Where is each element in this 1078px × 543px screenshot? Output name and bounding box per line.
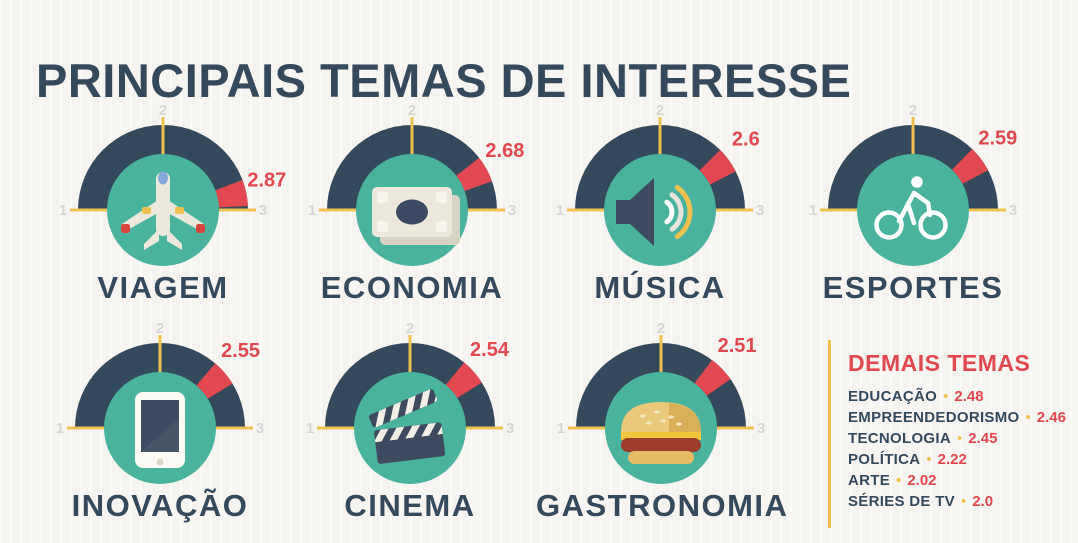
gauge-card: 2 1 3 2.54 CINEMA (285, 306, 535, 523)
gauge-scale-min: 1 (308, 202, 316, 219)
gauge-label: VIAGEM (97, 270, 229, 305)
gauge-scale-mid: 2 (657, 320, 665, 337)
gauge-icon-circle (604, 154, 716, 266)
burger-icon (621, 402, 701, 464)
topic-row: POLÍTICA • 2.22 (848, 449, 1060, 470)
gauge-wedge (952, 149, 989, 184)
gauge-value: 2.54 (470, 339, 510, 361)
bullet-dot: • (926, 451, 932, 468)
gauge-label: ECONOMIA (320, 270, 504, 305)
smartphone-icon (135, 392, 185, 468)
topic-label: EDUCAÇÃO (848, 388, 938, 405)
gauge-card: 2 1 3 2.51 GASTRONOMIA (536, 306, 787, 523)
gauge-value: 2.55 (221, 340, 260, 362)
gauge-wedge (694, 360, 731, 396)
gauge-scale-min: 1 (809, 202, 817, 219)
gauge-scale-max: 3 (756, 202, 764, 219)
bullet-dot: • (896, 472, 902, 489)
gauge-label: MÚSICA (594, 270, 726, 305)
topic-value: 2.46 (1036, 409, 1066, 426)
bullet-dot: • (943, 388, 949, 405)
gauge-icon-circle (857, 154, 969, 266)
gauge-label: INOVAÇÃO (71, 488, 249, 523)
topic-row: ARTE • 2.02 (848, 470, 1060, 491)
gauge-label: GASTRONOMIA (536, 488, 789, 523)
bullet-dot: • (1025, 409, 1031, 426)
gauge-chart: 2 1 3 2.54 (306, 320, 514, 484)
gauge-wedge (699, 149, 736, 185)
bicycle-icon (874, 176, 948, 240)
gauge-label: CINEMA (344, 488, 476, 523)
gauge-scale-min: 1 (59, 202, 67, 219)
gauge-label: ESPORTES (822, 270, 1004, 305)
other-topics-title: DEMAIS TEMAS (848, 350, 1031, 376)
gauge-chart: 2 1 3 2.51 (557, 320, 765, 484)
gauge-card: 2 1 3 2.59 ESPORTES (788, 88, 1038, 305)
gauge-scale-max: 3 (1009, 202, 1017, 219)
gauge-wedge (196, 363, 233, 399)
topic-label: EMPREENDEDORISMO (848, 409, 1020, 426)
page-title: PRINCIPAIS TEMAS DE INTERESSE (36, 54, 852, 108)
gauge-card: 2 1 3 2.68 ECONOMIA (287, 88, 537, 305)
gauge-value: 2.6 (732, 129, 760, 151)
topic-value: 2.22 (937, 451, 967, 468)
gauge-scale-max: 3 (757, 420, 765, 437)
gauge-value: 2.87 (247, 170, 286, 192)
topic-value: 2.0 (972, 493, 994, 510)
gauge-chart: 2 1 3 2.59 (809, 102, 1017, 266)
gauge-scale-mid: 2 (656, 102, 664, 119)
gauge-wedge (456, 157, 492, 191)
gauge-scale-mid: 2 (909, 102, 917, 119)
gauge-scale-max: 3 (256, 420, 264, 437)
gauge-scale-min: 1 (557, 420, 565, 437)
bullet-dot: • (957, 430, 963, 447)
topic-value: 2.45 (968, 430, 998, 447)
gauge-scale-min: 1 (56, 420, 64, 437)
topic-row: SÉRIES DE TV • 2.0 (848, 491, 1060, 512)
gauge-value: 2.68 (485, 140, 524, 162)
other-topics-list: EDUCAÇÃO • 2.48 EMPREENDEDORISMO • 2.46 … (848, 386, 1066, 512)
topic-label: SÉRIES DE TV (848, 493, 955, 510)
gauge-scale-min: 1 (556, 202, 564, 219)
topic-label: ARTE (848, 472, 891, 489)
gauge-wedge (215, 180, 248, 208)
gauge-chart: 2 1 3 2.87 (59, 102, 286, 266)
gauge-scale-mid: 2 (156, 320, 164, 337)
airplane-icon (121, 171, 205, 250)
banknote-icon (372, 187, 460, 245)
topic-row: TECNOLOGIA • 2.45 (848, 428, 1060, 449)
speaker-icon (616, 178, 693, 246)
topic-value: 2.48 (954, 388, 984, 405)
gauge-scale-mid: 2 (159, 102, 167, 119)
gauge-card: 2 1 3 2.55 INOVAÇÃO (35, 306, 285, 523)
gauge-scale-max: 3 (508, 202, 516, 219)
gauge-value: 2.51 (718, 335, 757, 357)
gauge-chart: 2 1 3 2.68 (308, 102, 524, 266)
gauge-scale-mid: 2 (408, 102, 416, 119)
gauge-card: 2 1 3 2.87 VIAGEM (38, 88, 288, 305)
clapperboard-icon (369, 388, 446, 464)
gauge-chart: 2 1 3 2.55 (56, 320, 264, 484)
gauge-value: 2.59 (978, 127, 1017, 149)
bullet-dot: • (960, 493, 967, 510)
gauge-wedge (445, 362, 482, 398)
topic-label: TECNOLOGIA (848, 430, 951, 447)
gauge-card: 2 1 3 2.6 MÚSICA (535, 88, 785, 305)
topic-label: POLÍTICA (848, 451, 921, 468)
other-topics-panel: DEMAIS TEMAS EDUCAÇÃO • 2.48 EMPREENDEDO… (828, 340, 1066, 528)
topic-row: EMPREENDEDORISMO • 2.46 (848, 407, 1066, 428)
gauge-scale-max: 3 (259, 202, 267, 219)
gauge-scale-max: 3 (506, 420, 514, 437)
gauge-scale-min: 1 (306, 420, 314, 437)
gauge-scale-mid: 2 (406, 320, 414, 337)
topic-value: 2.02 (907, 472, 937, 489)
gauge-chart: 2 1 3 2.6 (556, 102, 764, 266)
topic-row: EDUCAÇÃO • 2.48 (848, 386, 1060, 407)
